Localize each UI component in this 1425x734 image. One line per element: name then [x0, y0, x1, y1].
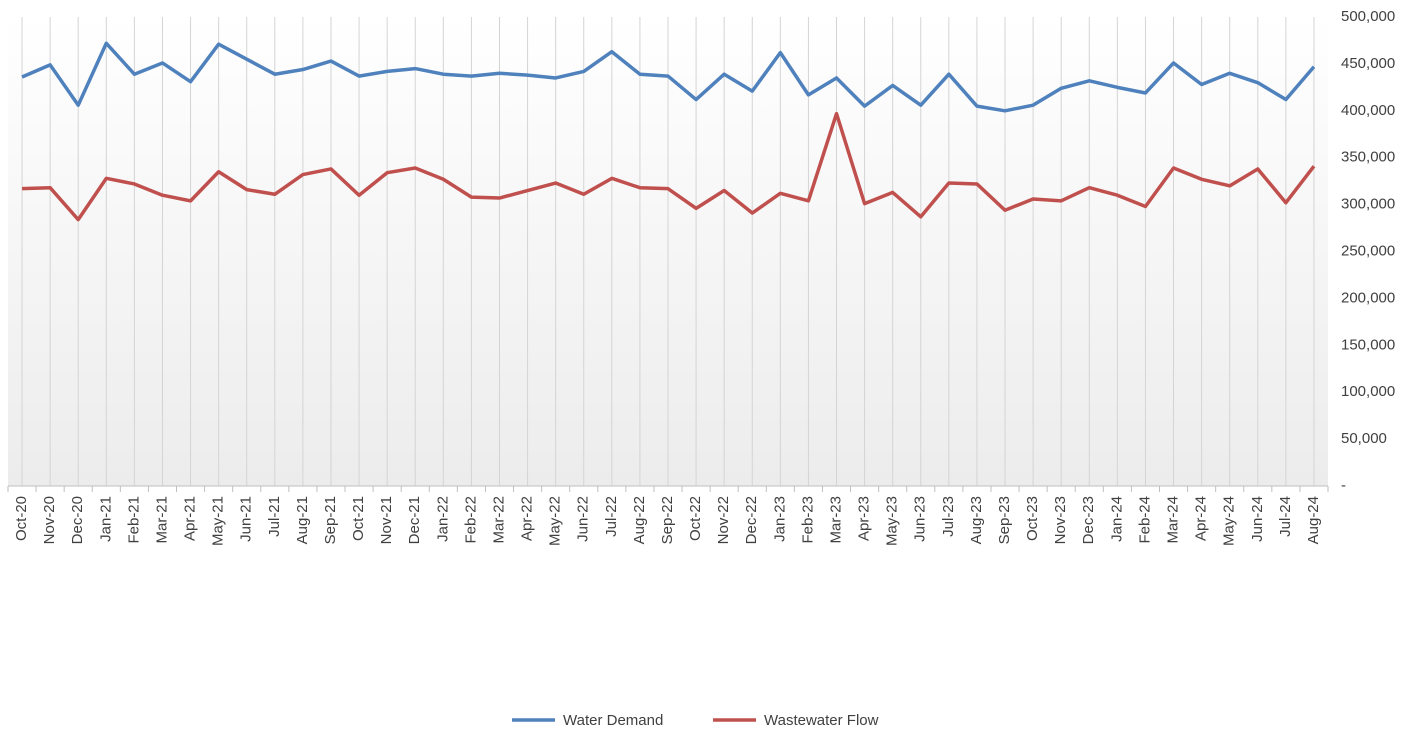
- x-tick-label: Jan-23: [771, 496, 788, 542]
- y-tick-label: 400,000: [1341, 102, 1395, 119]
- x-tick-label: Nov-20: [41, 496, 58, 544]
- x-tick-label: Jul-22: [603, 496, 620, 537]
- x-tick-label: Jan-21: [97, 496, 114, 542]
- x-tick-label: Dec-23: [1080, 496, 1097, 544]
- x-tick-label: Jul-23: [940, 496, 957, 537]
- x-tick-label: Feb-22: [462, 496, 479, 544]
- x-tick-label: Mar-24: [1165, 496, 1182, 544]
- x-tick-label: May-22: [547, 496, 564, 546]
- y-tick-label: 150,000: [1341, 336, 1395, 353]
- x-tick-label: Aug-22: [631, 496, 648, 544]
- x-tick-label: May-24: [1221, 496, 1238, 546]
- x-tick-label: Feb-21: [125, 496, 142, 544]
- x-tick-label: Dec-21: [406, 496, 423, 544]
- y-tick-label: 450,000: [1341, 55, 1395, 72]
- x-tick-label: Aug-21: [294, 496, 311, 544]
- x-tick-label: Jun-22: [575, 496, 592, 542]
- y-tick-label: 100,000: [1341, 383, 1395, 400]
- y-tick-label: 250,000: [1341, 242, 1395, 259]
- x-tick-label: Dec-20: [69, 496, 86, 544]
- y-tick-label: 300,000: [1341, 196, 1395, 213]
- x-tick-label: Nov-22: [715, 496, 732, 544]
- series-line: [21, 41, 1316, 113]
- y-tick-label: -: [1341, 477, 1346, 494]
- y-tick-label: 350,000: [1341, 149, 1395, 166]
- x-tick-label: Aug-23: [968, 496, 985, 544]
- x-tick-label: Oct-22: [687, 496, 704, 541]
- x-tick-label: Jul-24: [1277, 496, 1294, 537]
- x-tick-label: Jun-21: [238, 496, 255, 542]
- y-tick-label: 200,000: [1341, 289, 1395, 306]
- y-tick-label: 50,000: [1341, 430, 1387, 447]
- x-tick-label: Sep-23: [996, 496, 1013, 544]
- x-tick-label: Oct-20: [13, 496, 30, 541]
- x-tick-label: Jan-24: [1108, 496, 1125, 542]
- x-tick-label: Sep-22: [659, 496, 676, 544]
- x-tick-label: Feb-24: [1136, 496, 1153, 544]
- x-tick-label: Nov-21: [378, 496, 395, 544]
- x-tick-label: Jun-24: [1249, 496, 1266, 542]
- legend-label: Wastewater Flow: [764, 712, 879, 729]
- x-tick-label: Mar-23: [827, 496, 844, 544]
- x-tick-label: Oct-23: [1024, 496, 1041, 541]
- x-tick-label: May-23: [884, 496, 901, 546]
- x-tick-label: Apr-22: [519, 496, 536, 541]
- x-tick-label: Apr-21: [182, 496, 199, 541]
- x-tick-label: Dec-22: [743, 496, 760, 544]
- x-tick-label: Feb-23: [799, 496, 816, 544]
- x-tick-label: Jun-23: [912, 496, 929, 542]
- x-tick-label: Sep-21: [322, 496, 339, 544]
- y-tick-label: 500,000: [1341, 8, 1395, 25]
- x-tick-label: May-21: [210, 496, 227, 546]
- x-tick-label: Aug-24: [1305, 496, 1322, 544]
- legend-label: Water Demand: [563, 712, 663, 729]
- x-tick-label: Mar-22: [490, 496, 507, 544]
- series-line: [21, 111, 1316, 222]
- x-tick-label: Oct-21: [350, 496, 367, 541]
- x-tick-label: Jul-21: [266, 496, 283, 537]
- x-tick-label: Mar-21: [153, 496, 170, 544]
- x-tick-label: Apr-24: [1193, 496, 1210, 541]
- x-tick-label: Jan-22: [434, 496, 451, 542]
- x-tick-label: Apr-23: [856, 496, 873, 541]
- x-tick-label: Nov-23: [1052, 496, 1069, 544]
